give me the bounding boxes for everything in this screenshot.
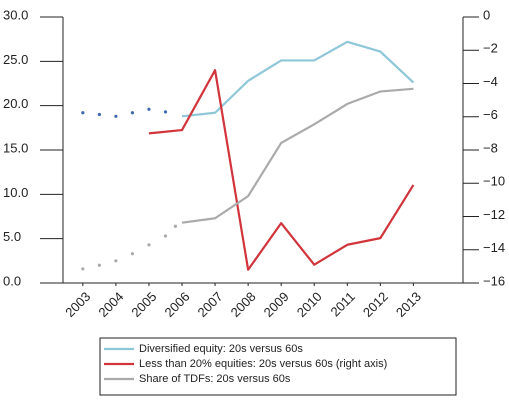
data-point (173, 224, 177, 228)
x-tick-label: 2010 (294, 289, 325, 320)
x-tick-label: 2006 (162, 289, 193, 320)
legend-box (99, 337, 457, 396)
y-tick-label: 0.0 (3, 273, 21, 288)
y-tick-label: 5.0 (3, 229, 21, 244)
y-tick-label: 25.0 (3, 52, 28, 67)
y2-tick-label: −6 (483, 107, 498, 122)
y-tick-label: 15.0 (3, 140, 28, 155)
x-tick-label: 2008 (228, 289, 259, 320)
y2-tick-label: −2 (483, 41, 498, 56)
y2-tick-label: −10 (483, 174, 505, 189)
data-point (114, 259, 118, 263)
data-point (130, 111, 135, 115)
x-tick-label: 2013 (393, 289, 424, 320)
y2-tick-label: −4 (483, 74, 498, 89)
y2-tick-label: −14 (483, 240, 505, 255)
data-point (163, 234, 168, 238)
data-point (147, 107, 151, 111)
x-tick-label: 2003 (62, 289, 93, 320)
legend-label: Share of TDFs: 20s versus 60s (139, 373, 291, 385)
data-point (81, 111, 85, 115)
legend-label: Less than 20% equities: 20s versus 60s (… (139, 358, 387, 370)
line-series (181, 87, 414, 224)
data-point (114, 114, 118, 118)
x-tick-label: 2011 (327, 289, 357, 319)
data-point (163, 110, 168, 114)
y2-tick-label: −12 (483, 207, 505, 222)
data-point (130, 252, 135, 256)
y2-tick-label: −16 (483, 273, 505, 288)
x-tick-label: 2004 (95, 289, 126, 320)
data-point (81, 267, 85, 271)
y-tick-label: 10.0 (3, 185, 28, 200)
y-tick-label: 30.0 (3, 7, 28, 22)
x-tick-label: 2012 (360, 289, 391, 320)
x-tick-label: 2007 (195, 289, 226, 320)
data-point (97, 263, 101, 267)
y-tick-label: 20.0 (3, 96, 28, 111)
data-point (97, 112, 101, 117)
line-series (148, 69, 415, 271)
legend-label: Diversified equity: 20s versus 60s (139, 343, 303, 355)
y2-tick-label: 0 (483, 7, 490, 22)
x-tick-label: 2009 (261, 289, 292, 320)
y2-tick-label: −8 (483, 140, 498, 155)
data-point (147, 243, 151, 247)
x-tick-label: 2005 (128, 289, 159, 320)
